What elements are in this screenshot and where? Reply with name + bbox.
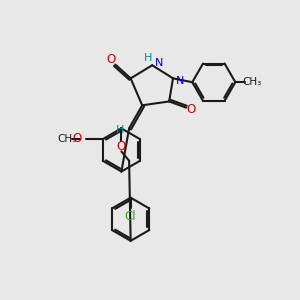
Text: Cl: Cl <box>125 210 136 223</box>
Text: O: O <box>73 132 82 145</box>
Text: H: H <box>144 53 152 63</box>
Text: O: O <box>116 140 125 153</box>
Text: O: O <box>187 103 196 116</box>
Text: N: N <box>176 76 184 86</box>
Text: N: N <box>154 58 163 68</box>
Text: CH₃: CH₃ <box>58 134 77 144</box>
Text: O: O <box>107 53 116 66</box>
Text: CH₃: CH₃ <box>243 77 262 87</box>
Text: H: H <box>116 125 124 135</box>
